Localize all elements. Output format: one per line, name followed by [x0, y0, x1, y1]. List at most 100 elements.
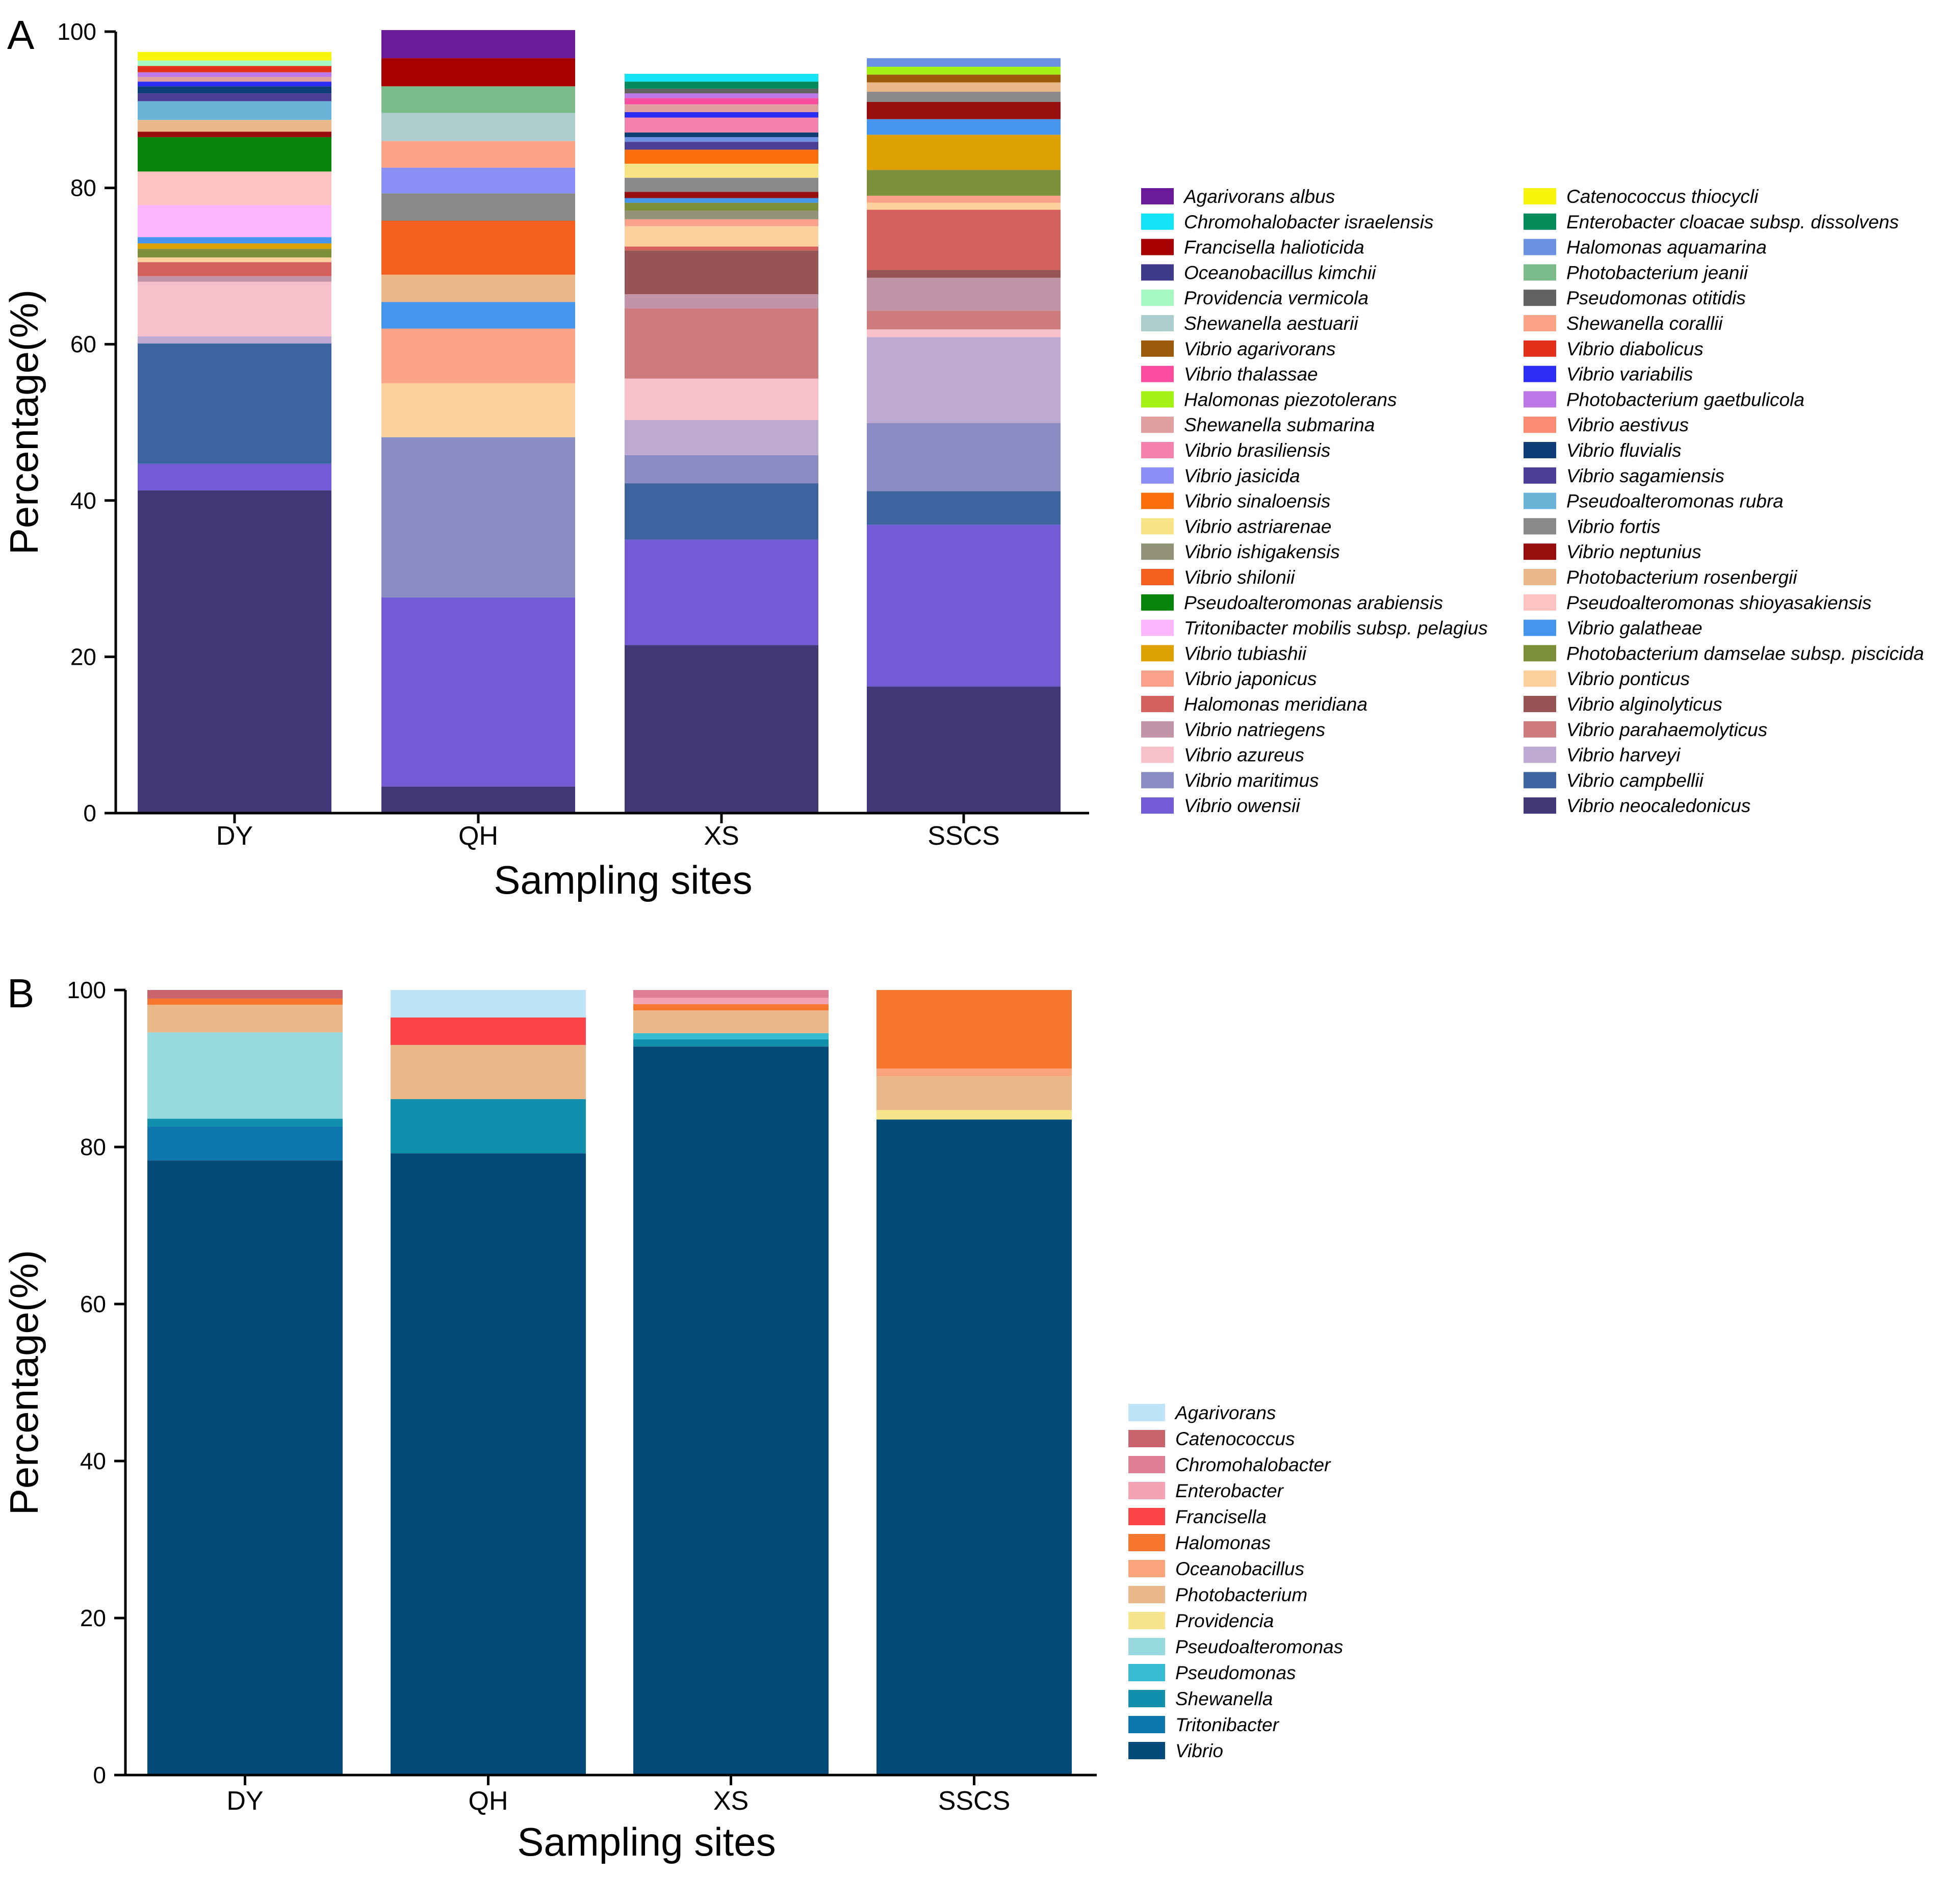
panel-a-bar-segment-sscs-vibrio-maritimus: Vibrio maritimus (SSCS): 8.7 — [867, 423, 1061, 491]
panel-b-legend-swatch-catenococcus — [1128, 1430, 1165, 1447]
panel-a-bar-segment-qh-photobacterium-jeanii: Photobacterium jeanii (QH): 3.4 — [381, 86, 575, 113]
panel-a-legend-swatch-vibrio-diabolicus — [1524, 340, 1556, 357]
panel-a-bar-segment-xs-vibrio-parahaemolyticus: Vibrio parahaemolyticus (XS): 9 — [625, 308, 818, 379]
panel-a-bar-segment-qh-shewanella-corallii: Shewanella corallii (QH): 3.4 — [381, 141, 575, 168]
panel-a-bar-segment-qh-vibrio-fortis: Vibrio fortis (QH): 3.5 — [381, 193, 575, 221]
panel-a-bar-segment-dy-vibrio-diabolicus: Vibrio diabolicus (DY): 0.8 — [138, 66, 331, 72]
panel-b-bar-segment-xs-enterobacter: Enterobacter (XS): 0.8 — [633, 998, 829, 1004]
panel-a-legend-swatch-shewanella-aestuarii — [1141, 315, 1174, 331]
panel-a-x-tick-label-sscs: SSCS — [927, 821, 1000, 851]
panel-a-legend-swatch-halomonas-aquamarina — [1524, 239, 1556, 255]
panel-a-bar-segment-sscs-vibrio-fortis: Vibrio fortis (SSCS): 1.3 — [867, 92, 1061, 102]
panel-b-bars: Vibrio (DY): 78.3Tritonibacter (DY): 4.3… — [147, 990, 1072, 1775]
panel-a-stacked-bar-chart: A Vibrio neocaledonicus (DY): 41.3Vibrio… — [2, 12, 1924, 902]
panel-a-bar-segment-qh-vibrio-owensii: Vibrio owensii (QH): 24.2 — [381, 597, 575, 787]
panel-a-legend-swatch-vibrio-fortis — [1524, 518, 1556, 535]
panel-a-bar-segment-xs-enterobacter-cloacae-subsp-dissolvens: Enterobacter cloacae subsp. dissolvens (… — [625, 82, 818, 89]
panel-a-legend-swatch-agarivorans-albus — [1141, 188, 1174, 204]
panel-a-bar-segment-xs-vibrio-natriegens: Vibrio natriegens (XS): 1.8 — [625, 294, 818, 308]
panel-a-bar-segment-sscs-vibrio-owensii: Vibrio owensii (SSCS): 20.7 — [867, 525, 1061, 687]
panel-b-x-tick-label-sscs: SSCS — [938, 1786, 1011, 1816]
panel-a-legend-swatch-providencia-vermicola — [1141, 290, 1174, 306]
panel-a-legend-label: Vibrio jasicida — [1184, 465, 1300, 486]
panel-a-bar-segment-xs-halomonas-aquamarina: Halomonas aquamarina (XS): 0.6 — [625, 137, 818, 142]
panel-a-y-tick-label: 0 — [83, 800, 96, 826]
panel-b-x-axis-title: Sampling sites — [517, 1819, 776, 1864]
panel-a-bar-segment-dy-vibrio-neocaledonicus: Vibrio neocaledonicus (DY): 41.3 — [138, 490, 331, 813]
panel-a-bar-segment-sscs-vibrio-galatheae: Vibrio galatheae (SSCS): 2 — [867, 119, 1061, 135]
panel-a-bar-segment-dy-shewanella-submarina: Shewanella submarina (DY): 0.6 — [138, 76, 331, 82]
panel-a-legend-swatch-shewanella-corallii — [1524, 315, 1556, 331]
panel-a-legend: Agarivorans albus Chromohalobacter israel… — [1141, 186, 1924, 816]
panel-a-bar-segment-xs-vibrio-campbellii: Vibrio campbellii (XS): 7.2 — [625, 483, 818, 540]
panel-a-bar-segment-qh-vibrio-galatheae: Vibrio galatheae (QH): 3.4 — [381, 302, 575, 329]
panel-a-legend-swatch-vibrio-thalassae — [1141, 366, 1174, 382]
panel-a-legend-swatch-vibrio-agarivorans — [1141, 340, 1174, 357]
panel-a-bar-segment-dy-vibrio-neptunius: Vibrio neptunius (DY): 0.7 — [138, 132, 331, 137]
panel-a-bar-segment-sscs-vibrio-parahaemolyticus: Vibrio parahaemolyticus (SSCS): 2.4 — [867, 310, 1061, 330]
panel-b-legend-label: Catenococcus — [1175, 1428, 1295, 1449]
panel-b-legend-label: Providencia — [1175, 1610, 1274, 1631]
panel-a-bar-segment-xs-vibrio-ishigakensis: Vibrio ishigakensis (XS): 1.1 — [625, 211, 818, 219]
panel-a-legend-label: Shewanella corallii — [1566, 313, 1723, 334]
panel-b-y-tick-label: 100 — [67, 977, 106, 1003]
panel-a-legend-swatch-vibrio-ishigakensis — [1141, 543, 1174, 560]
panel-b-legend-label: Enterobacter — [1175, 1480, 1284, 1501]
panel-a-bar-segment-xs-vibrio-harveyi: Vibrio harveyi (XS): 4.5 — [625, 420, 818, 455]
panel-b-y-tick-label: 80 — [80, 1134, 106, 1160]
panel-a-legend-label: Photobacterium gaetbulicola — [1566, 389, 1804, 410]
panel-a-legend-label: Vibrio sagamiensis — [1566, 465, 1724, 486]
panel-a-legend-swatch-vibrio-azureus — [1141, 746, 1174, 763]
panel-a-legend-swatch-vibrio-variabilis — [1524, 366, 1556, 382]
panel-b-legend-swatch-providencia — [1128, 1612, 1165, 1629]
panel-a-legend-label: Vibrio neocaledonicus — [1566, 795, 1750, 816]
panel-a-legend-swatch-vibrio-aestivus — [1524, 416, 1556, 433]
panel-a-legend-swatch-vibrio-owensii — [1141, 797, 1174, 814]
panel-a-bar-segment-sscs-vibrio-neptunius: Vibrio neptunius (SSCS): 2.2 — [867, 101, 1061, 119]
panel-a-legend-swatch-oceanobacillus-kimchii — [1141, 264, 1174, 281]
panel-a-bar-segment-xs-vibrio-thalassae: Vibrio thalassae (XS): 0.8 — [625, 98, 818, 105]
panel-b-legend-swatch-tritonibacter — [1128, 1716, 1165, 1733]
panel-b-x-tick-label-qh: QH — [469, 1786, 508, 1816]
panel-b-y-tick-label: 40 — [80, 1448, 106, 1474]
panel-a-bar-segment-sscs-halomonas-meridiana: Halomonas meridiana (SSCS): 7.7 — [867, 210, 1061, 270]
panel-a-legend-swatch-vibrio-parahaemolyticus — [1524, 721, 1556, 738]
panel-a-bar-segment-dy-photobacterium-rosenbergii: Photobacterium rosenbergii (DY): 1.5 — [138, 120, 331, 132]
panel-a-legend-swatch-chromohalobacter-israelensis — [1141, 213, 1174, 230]
panel-b-bar-segment-dy-catenococcus: Catenococcus (DY): 1.1 — [147, 990, 343, 999]
panel-a-legend-label: Halomonas aquamarina — [1566, 237, 1767, 258]
panel-b-bar-segment-xs-photobacterium: Photobacterium (XS): 2.9 — [633, 1010, 829, 1033]
panel-a-y-tick-label: 100 — [57, 18, 96, 45]
panel-a-bar-segment-dy-pseudoalteromonas-shioyasakiensis: Pseudoalteromonas shioyasakiensis (DY): … — [138, 171, 331, 205]
panel-b-y-axis-title: Percentage(%) — [2, 1250, 46, 1515]
panel-b-y-tick-label: 20 — [80, 1605, 106, 1631]
panel-a-bar-segment-qh-francisella-halioticida: Francisella halioticida (QH): 3.6 — [381, 58, 575, 87]
panel-a-legend-label: Oceanobacillus kimchii — [1184, 262, 1377, 283]
panel-a-legend-label: Vibrio azureus — [1184, 745, 1304, 766]
panel-b-bar-segment-qh-shewanella: Shewanella (QH): 6.9 — [391, 1099, 586, 1154]
panel-a-bar-segment-dy-pseudoalteromonas-arabiensis: Pseudoalteromonas arabiensis (DY): 4.4 — [138, 137, 331, 172]
panel-a-legend-label: Vibrio campbellii — [1566, 770, 1704, 791]
panel-a-bar-segment-sscs-photobacterium-damselae-subsp-piscicida: Photobacterium damselae subsp. piscicida… — [867, 170, 1061, 196]
panel-a-legend-label: Agarivorans albus — [1183, 186, 1335, 207]
panel-a-bar-segment-xs-vibrio-brasiliensis: Vibrio brasiliensis (XS): 1.9 — [625, 117, 818, 133]
panel-a-x-axis-title: Sampling sites — [494, 857, 752, 902]
panel-a-legend-label: Vibrio sinaloensis — [1184, 491, 1330, 512]
panel-a-bar-segment-sscs-vibrio-alginolyticus: Vibrio alginolyticus (SSCS): 1 — [867, 270, 1061, 278]
panel-a-legend-label: Vibrio variabilis — [1566, 364, 1693, 385]
panel-b-bar-segment-qh-francisella: Francisella (QH): 3.5 — [391, 1017, 586, 1045]
panel-a-legend-swatch-pseudoalteromonas-arabiensis — [1141, 594, 1174, 611]
panel-a-legend-label: Shewanella aestuarii — [1184, 313, 1359, 334]
panel-b-x-tick-labels: DY QH XS SSCS — [226, 1775, 1010, 1816]
panel-a-bar-segment-dy-vibrio-campbellii: Vibrio campbellii (DY): 15.4 — [138, 343, 331, 464]
panel-b-bar-segment-xs-shewanella: Shewanella (XS): 0.9 — [633, 1039, 829, 1047]
panel-a-legend-label: Vibrio brasiliensis — [1184, 440, 1330, 461]
panel-a-legend-swatch-photobacterium-gaetbulicola — [1524, 391, 1556, 408]
panel-a-bar-segment-qh-vibrio-ponticus: Vibrio ponticus (QH): 6.9 — [381, 383, 575, 437]
panel-a-bar-segment-xs-vibrio-maritimus: Vibrio maritimus (XS): 3.6 — [625, 455, 818, 484]
panel-a-bar-segment-xs-vibrio-japonicus: Vibrio japonicus (XS): 0.9 — [625, 219, 818, 226]
panel-a-legend-label: Enterobacter cloacae subsp. dissolvens — [1566, 212, 1899, 232]
panel-b-legend-label: Agarivorans — [1174, 1402, 1276, 1423]
panel-a-bar-segment-dy-providencia-vermicola: Providencia vermicola (DY): 0.7 — [138, 60, 331, 66]
panel-b-legend-label: Photobacterium — [1175, 1584, 1307, 1605]
